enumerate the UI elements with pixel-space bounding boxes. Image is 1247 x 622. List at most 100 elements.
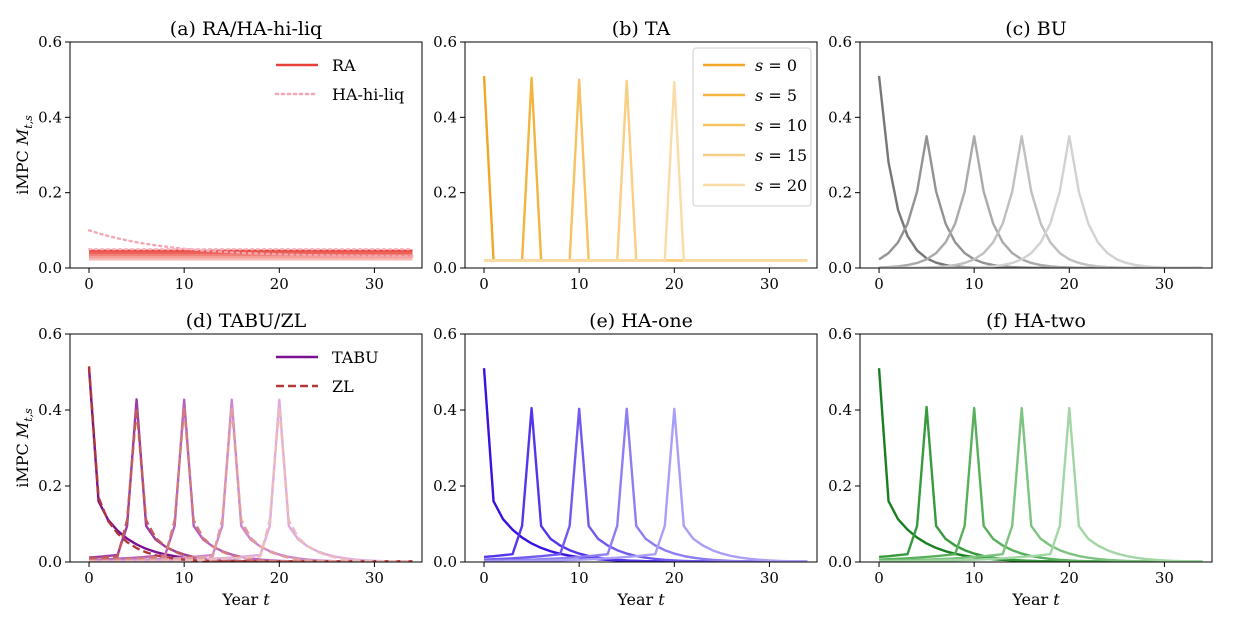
panel-title: (d) TABU/ZL — [186, 310, 307, 332]
series-line-s15 — [879, 134, 1203, 268]
x-tick-label: 0 — [874, 569, 884, 587]
panel-title: (e) HA-one — [589, 310, 693, 332]
plot-frame — [859, 41, 1213, 269]
y-tick-label: 0.6 — [433, 33, 457, 51]
y-tick-label: 0.0 — [828, 553, 852, 571]
panel-title: (b) TA — [612, 18, 671, 40]
y-tick-label: 0.2 — [828, 184, 852, 202]
series-line-s20 — [484, 80, 808, 262]
legend-label: s = 15 — [755, 146, 807, 165]
x-tick-label: 10 — [570, 569, 589, 587]
series-line-s20 — [484, 407, 808, 562]
series-line-s5 — [878, 134, 1203, 268]
x-tick-label: 0 — [84, 569, 94, 587]
legend: s = 0 s = 5 s = 10 s = 15 s = 20 — [692, 47, 812, 207]
chart-panel-6: 0 10 20 30 0.0 0.2 0.4 0.6 (f) HA-two Year t — [828, 310, 1213, 609]
x-tick-label: 0 — [874, 275, 884, 293]
plot-frame — [859, 333, 1213, 563]
x-tick-label: 30 — [760, 275, 779, 293]
y-tick-label: 0.6 — [828, 325, 852, 343]
x-axis-label: Year t — [1011, 590, 1060, 609]
legend-label: s = 10 — [755, 116, 807, 135]
x-tick-label: 30 — [1155, 569, 1174, 587]
legend-box — [692, 47, 812, 207]
x-tick-label: 10 — [965, 569, 984, 587]
legend-label: RA — [332, 56, 356, 75]
y-tick-label: 0.4 — [38, 401, 62, 419]
legend-label: ZL — [332, 377, 354, 396]
x-tick-label: 10 — [570, 275, 589, 293]
x-tick-label: 30 — [365, 569, 384, 587]
x-tick-label: 30 — [760, 569, 779, 587]
y-tick-label: 0.4 — [38, 108, 62, 126]
legend-label: TABU — [332, 348, 379, 367]
y-tick-label: 0.2 — [433, 477, 457, 495]
x-tick-label: 20 — [665, 569, 684, 587]
panel-title: (c) BU — [1005, 18, 1066, 40]
x-tick-label: 0 — [479, 569, 489, 587]
x-tick-label: 30 — [1155, 275, 1174, 293]
series-line-s0 — [482, 368, 808, 562]
x-tick-label: 20 — [665, 275, 684, 293]
series-line-zl-s15 — [89, 405, 413, 562]
y-tick-label: 0.6 — [38, 33, 62, 51]
chart-panel-2: 0 10 20 30 0.0 0.2 0.4 0.6 (b) TA s = 0 s = 5 s = 1… — [433, 18, 818, 293]
plot-frame — [464, 333, 818, 563]
legend-label: s = 20 — [755, 176, 807, 195]
x-tick-label: 0 — [84, 275, 94, 293]
y-tick-label: 0.2 — [38, 477, 62, 495]
legend-label: HA-hi-liq — [332, 85, 404, 104]
y-tick-label: 0.0 — [828, 259, 852, 277]
series-line-s20 — [879, 406, 1203, 562]
x-tick-label: 10 — [175, 275, 194, 293]
y-tick-label: 0.0 — [38, 259, 62, 277]
chart-panel-1: 0 10 20 30 0.0 0.2 0.4 0.6 (a) RA/HA-hi-liq iMPC … — [13, 18, 423, 293]
series-line-ha-hi-liq-s0 — [87, 229, 414, 258]
x-axis-label: Year t — [616, 590, 665, 609]
series-line-s0 — [877, 75, 1203, 268]
panel-title: (a) RA/HA-hi-liq — [170, 18, 322, 40]
y-tick-label: 0.4 — [828, 401, 852, 419]
legend: TABU ZL — [276, 348, 379, 396]
chart-panel-3: 0 10 20 30 0.0 0.2 0.4 0.6 (c) BU — [828, 18, 1213, 293]
legend-label: s = 5 — [755, 86, 797, 105]
plot-frame — [69, 333, 423, 563]
legend: RA HA-hi-liq — [274, 56, 404, 104]
x-tick-label: 10 — [965, 275, 984, 293]
series-line-s10 — [878, 134, 1203, 268]
x-tick-label: 10 — [175, 569, 194, 587]
series-line-zl-s20 — [89, 405, 413, 562]
y-tick-label: 0.6 — [828, 33, 852, 51]
y-tick-label: 0.0 — [38, 553, 62, 571]
series-line-s15 — [484, 407, 808, 562]
series-line-zl-s0 — [87, 366, 413, 562]
series-line-tabu-s0 — [87, 368, 413, 562]
panel-title: (f) HA-two — [986, 310, 1086, 332]
series-line-s0 — [877, 368, 1203, 562]
chart-panel-4: 0 10 20 30 0.0 0.2 0.4 0.6 (d) TABU/ZL iMPC Mt,s Y… — [13, 310, 423, 609]
legend-label: s = 0 — [755, 56, 797, 75]
series-line-s15 — [879, 406, 1203, 562]
x-axis-label: Year t — [221, 590, 270, 609]
x-tick-label: 20 — [270, 275, 289, 293]
y-tick-label: 0.4 — [433, 401, 457, 419]
y-tick-label: 0.4 — [433, 108, 457, 126]
y-tick-label: 0.2 — [38, 184, 62, 202]
y-tick-label: 0.0 — [433, 553, 457, 571]
x-tick-label: 20 — [1060, 569, 1079, 587]
y-tick-label: 0.2 — [433, 184, 457, 202]
x-tick-label: 30 — [365, 275, 384, 293]
chart-panel-5: 0 10 20 30 0.0 0.2 0.4 0.6 (e) HA-one Year t — [433, 310, 818, 609]
series-line-s20 — [879, 134, 1203, 268]
y-axis-label: iMPC Mt,s — [13, 408, 35, 488]
y-tick-label: 0.6 — [38, 325, 62, 343]
plot-frame — [69, 41, 423, 269]
x-tick-label: 0 — [479, 275, 489, 293]
y-axis-label: iMPC Mt,s — [13, 115, 35, 195]
x-tick-label: 20 — [270, 569, 289, 587]
y-tick-label: 0.0 — [433, 259, 457, 277]
y-tick-label: 0.4 — [828, 108, 852, 126]
x-tick-label: 20 — [1060, 275, 1079, 293]
plot-frame — [464, 41, 818, 269]
